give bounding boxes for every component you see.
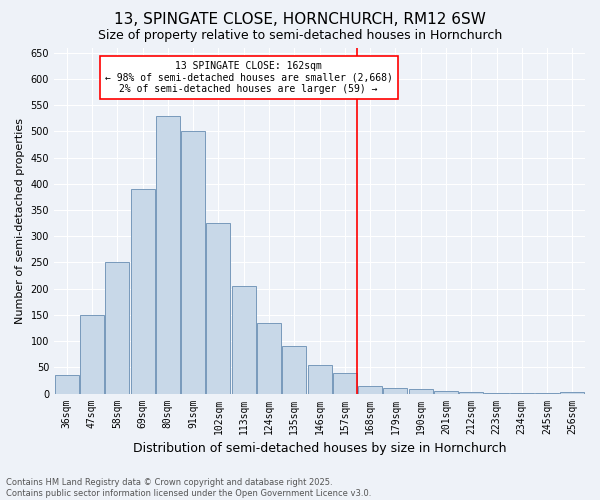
Bar [510, 393, 534, 394]
Bar [535, 393, 559, 394]
Bar [434, 391, 458, 394]
Bar [105, 262, 129, 394]
Bar [206, 223, 230, 394]
Bar [459, 392, 483, 394]
Text: Size of property relative to semi-detached houses in Hornchurch: Size of property relative to semi-detach… [98, 29, 502, 42]
Bar [484, 392, 509, 394]
Bar [333, 372, 357, 394]
Bar [181, 132, 205, 394]
Bar [308, 364, 332, 394]
X-axis label: Distribution of semi-detached houses by size in Hornchurch: Distribution of semi-detached houses by … [133, 442, 506, 455]
Bar [55, 375, 79, 394]
Bar [156, 116, 180, 394]
Bar [560, 392, 584, 394]
Bar [131, 189, 155, 394]
Text: 13 SPINGATE CLOSE: 162sqm
← 98% of semi-detached houses are smaller (2,668)
2% o: 13 SPINGATE CLOSE: 162sqm ← 98% of semi-… [105, 60, 392, 94]
Bar [80, 315, 104, 394]
Bar [232, 286, 256, 394]
Bar [257, 323, 281, 394]
Bar [409, 390, 433, 394]
Text: 13, SPINGATE CLOSE, HORNCHURCH, RM12 6SW: 13, SPINGATE CLOSE, HORNCHURCH, RM12 6SW [114, 12, 486, 28]
Bar [282, 346, 306, 394]
Y-axis label: Number of semi-detached properties: Number of semi-detached properties [15, 118, 25, 324]
Bar [383, 388, 407, 394]
Bar [358, 386, 382, 394]
Text: Contains HM Land Registry data © Crown copyright and database right 2025.
Contai: Contains HM Land Registry data © Crown c… [6, 478, 371, 498]
